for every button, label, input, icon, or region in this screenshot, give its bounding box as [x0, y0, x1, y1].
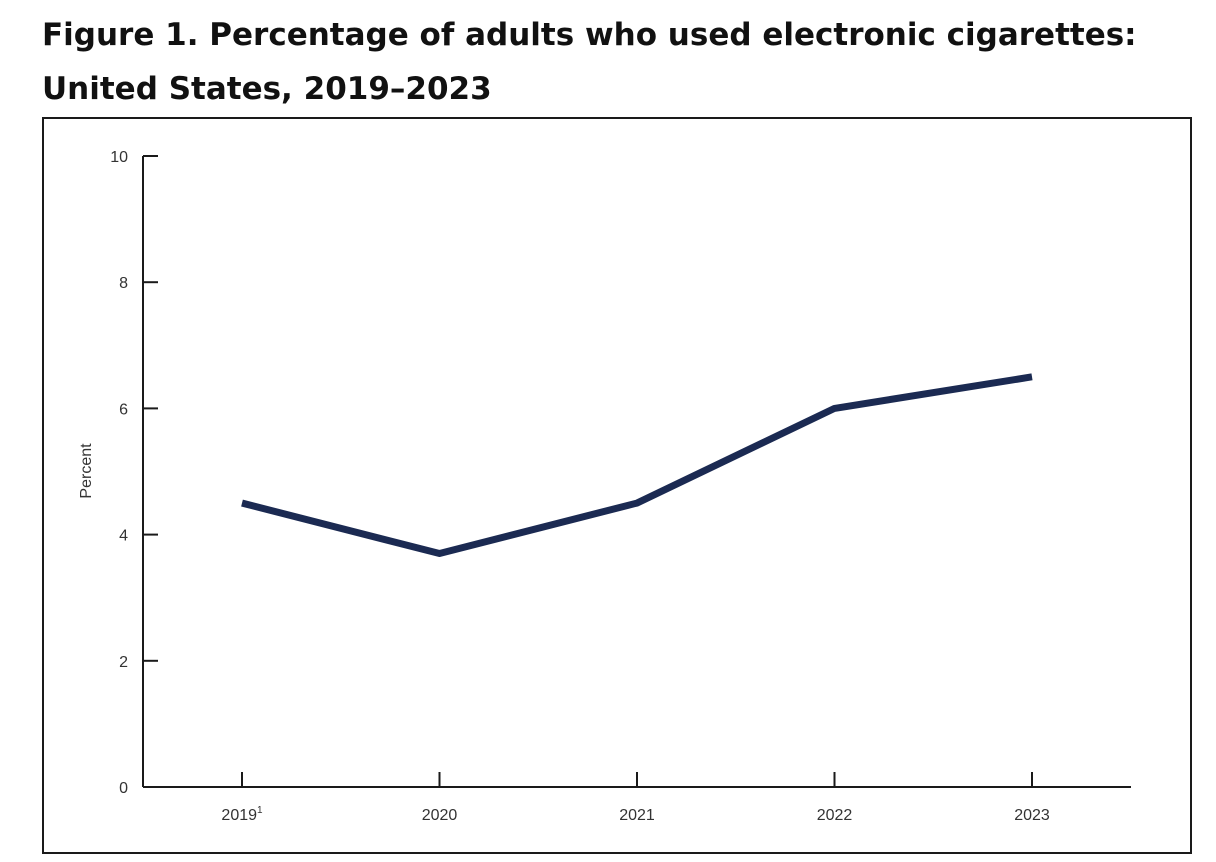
figure-title: Figure 1. Percentage of adults who used …: [42, 8, 1202, 116]
x-tick-label: 2023: [1014, 807, 1050, 824]
y-tick-label: 2: [119, 654, 128, 671]
figure-title-line-2: United States, 2019–2023: [42, 71, 492, 107]
y-tick-label: 6: [119, 401, 128, 418]
y-tick-label: 4: [119, 528, 128, 545]
x-tick-label: 2020: [422, 807, 458, 824]
y-tick-label: 10: [110, 149, 128, 166]
x-tick-footnote: 1: [257, 805, 263, 816]
chart-frame: [42, 117, 1192, 854]
y-tick-label: 0: [119, 780, 128, 797]
series-line: [241, 373, 1033, 558]
y-tick-label: 8: [119, 275, 128, 292]
axes: [142, 155, 1131, 788]
x-tick-label: 2021: [619, 807, 655, 824]
x-tick-label: 20191: [221, 805, 263, 824]
series: [241, 373, 1033, 558]
y-axis-label: Percent: [78, 443, 95, 499]
figure-title-line-1: Figure 1. Percentage of adults who used …: [42, 17, 1137, 53]
tick-labels: 0 2 4 6 8 10 20191 2020 2021 2022 2023: [110, 149, 1050, 824]
x-tick-label: 2022: [817, 807, 853, 824]
